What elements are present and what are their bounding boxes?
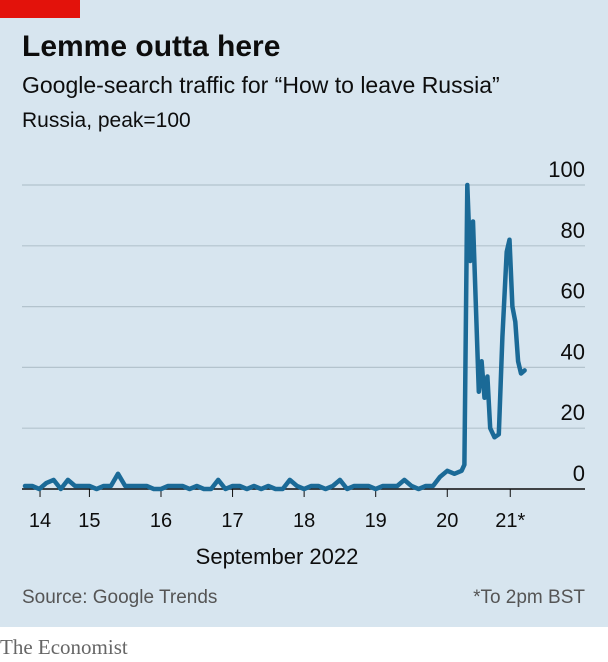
- y-tick-label: 40: [561, 339, 585, 364]
- x-axis-label: September 2022: [196, 544, 359, 569]
- chart-subtitle: Google-search traffic for “How to leave …: [22, 72, 500, 98]
- x-tick-label: 21*: [495, 510, 525, 532]
- x-tick-label: 15: [78, 510, 100, 532]
- brand-tag: [0, 0, 80, 18]
- y-tick-label: 0: [573, 461, 585, 486]
- x-tick-label: 16: [150, 510, 172, 532]
- chart-title: Lemme outta here: [22, 30, 280, 63]
- footnote: *To 2pm BST: [473, 587, 585, 608]
- x-tick-label: 18: [293, 510, 315, 532]
- y-tick-label: 100: [548, 157, 585, 182]
- x-tick-label: 17: [221, 510, 243, 532]
- chart-note: Russia, peak=100: [22, 109, 191, 132]
- data-line: [22, 182, 527, 492]
- y-tick-label: 60: [561, 279, 585, 304]
- x-tick-label: 20: [436, 510, 458, 532]
- x-tick-label: 14: [29, 510, 51, 532]
- brand: The Economist: [0, 635, 128, 659]
- x-tick-label: 19: [365, 510, 387, 532]
- source: Source: Google Trends: [22, 587, 217, 608]
- chart-background: [0, 0, 608, 627]
- y-tick-label: 20: [561, 400, 585, 425]
- y-tick-label: 80: [561, 218, 585, 243]
